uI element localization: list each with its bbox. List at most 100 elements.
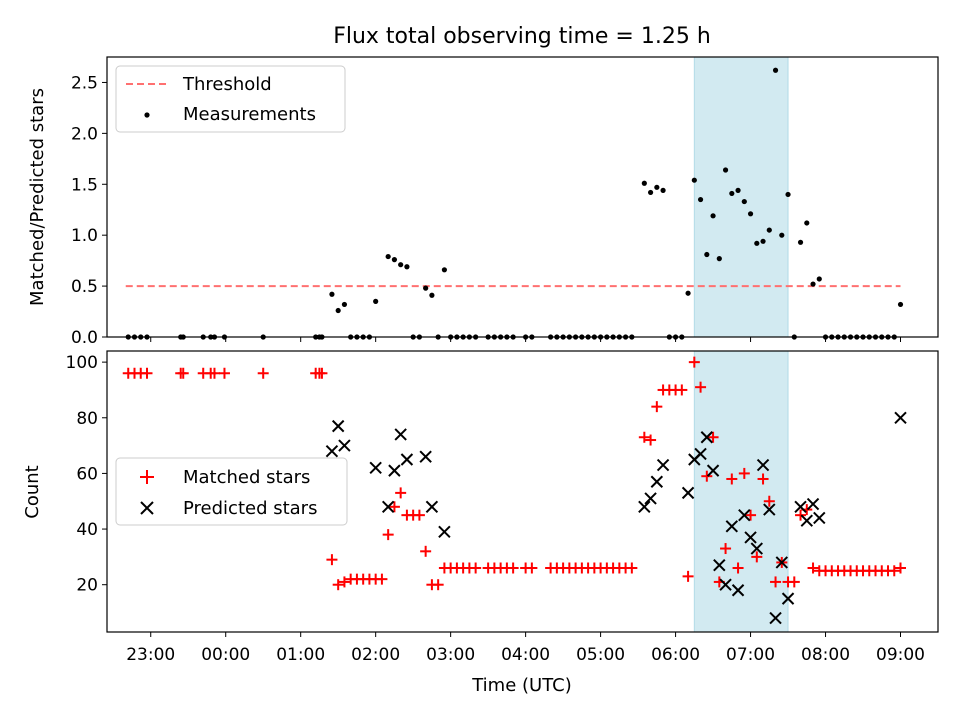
predicted-marker-b [713,559,726,572]
matched-star-marker [432,579,444,591]
predicted-star-marker [419,450,432,463]
bottom-y-axis-label: Count [22,465,43,518]
matched-star-marker [651,401,663,413]
predicted-star-marker [338,439,351,452]
top-y-tick-label: 2.0 [71,124,98,144]
predicted-star-marker [694,447,707,461]
bottom-panel: 20 40 60 80 100 23:00 00:00 01:00 02:00 03:00 04:… [22,350,939,696]
top-panel: 0.0 0.5 1.0 1.5 2.0 2.5 Matched/Predicted sta… [27,56,939,348]
predicted-star-marker [425,500,439,514]
matched-star-marker [751,551,763,563]
bottom-y-tick-label: 100 [66,353,98,373]
predicted-star-marker [325,444,339,458]
measurement-point [335,307,341,314]
predicted-marker-b [725,520,739,533]
top-y-tick-label: 0.0 [71,328,98,348]
matched-star-marker [770,576,782,588]
matched-star-marker [688,356,700,368]
bottom-x-tick-label: 08:00 [801,645,850,665]
measurement-point [373,298,379,304]
predicted-star-marker [681,486,695,500]
matched-star-marker [177,367,189,379]
predicted-star-marker [638,500,651,514]
predicted-marker-b [894,411,907,424]
measurement-point [729,190,735,197]
legend-measurements-swatch [144,112,150,118]
predicted-star-marker [800,514,813,527]
predicted-marker-b [650,475,664,488]
predicted-star-marker [813,511,826,525]
measurement-point [385,253,391,260]
matched-star-marker [382,529,394,541]
measurement-point [704,251,710,258]
predicted-marker-b [706,464,720,477]
matched-star-marker [326,554,338,566]
legend-matched-swatch [140,470,154,484]
predicted-marker-b [425,500,439,514]
predicted-marker-b [806,497,820,511]
matched-star-marker [795,509,807,521]
measurement-point [654,184,660,190]
top-y-tick-label: 0.5 [71,277,98,297]
predicted-marker-b [738,508,751,522]
bottom-x-tick-label: 00:00 [201,645,250,665]
measurement-point [741,198,747,205]
matched-star-marker [420,545,432,557]
matched-star-marker [732,562,744,574]
matched-star-marker [745,509,757,521]
matched-star-marker [338,576,350,588]
predicted-marker-b [719,578,732,591]
matched-star-marker [638,431,650,443]
bottom-y-tick-label: 40 [76,520,98,540]
measurement-point [735,187,741,193]
predicted-star-marker [775,556,789,569]
predicted-star-marker [331,419,345,433]
legend-predicted-swatch [140,501,154,515]
predicted-marker-b [750,542,764,555]
measurement-point [772,67,779,73]
bottom-legend: Matched stars Predicted stars [115,457,348,526]
predicted-marker-b [763,503,776,516]
bottom-x-tick-label: 09:00 [876,645,925,665]
predicted-star-marker [781,592,795,605]
bottom-x-tick-label: 04:00 [501,645,550,665]
matched-star-marker [788,576,800,588]
matched-star-marker [682,570,694,582]
predicted-star-marker [388,464,401,477]
predicted-star-marker [400,453,414,466]
predicted-marker-b [794,500,807,514]
bottom-y-tick-label: 80 [76,409,98,429]
bottom-y-tick-label: 20 [76,576,98,596]
measurement-point [429,292,435,298]
predicted-marker-b [694,447,707,461]
top-y-tick-label: 1.0 [71,226,98,246]
measurement-point [697,196,704,203]
measurement-point [329,291,335,297]
predicted-star-marker [806,497,820,511]
measurement-point [722,167,729,173]
matched-star-marker [757,473,769,485]
predicted-marker-b [744,531,757,544]
measurement-point [441,267,447,273]
measurement-point [341,301,348,308]
predicted-star-marker [750,542,764,555]
predicted-marker-b [644,492,657,505]
predicted-star-marker [700,431,714,444]
predicted-marker-b [800,514,813,527]
top-plot-frame [106,56,939,338]
legend-threshold-label: Threshold [182,74,272,95]
bottom-plot-frame [106,350,939,633]
predicted-star-marker [731,584,745,597]
chart-title: Flux total observing time = 1.25 h [333,24,711,49]
measurement-point [810,281,816,287]
matched-star-marker [626,562,638,574]
predicted-marker-b [438,525,451,539]
predicted-star-marker [769,611,782,625]
measurement-point [797,239,804,245]
predicted-marker-b [700,431,714,444]
matched-star-marker [701,470,713,482]
matched-star-marker [395,487,407,499]
measurement-point [391,257,398,263]
predicted-star-marker [794,500,807,514]
bottom-x-tick-label: 02:00 [351,645,400,665]
